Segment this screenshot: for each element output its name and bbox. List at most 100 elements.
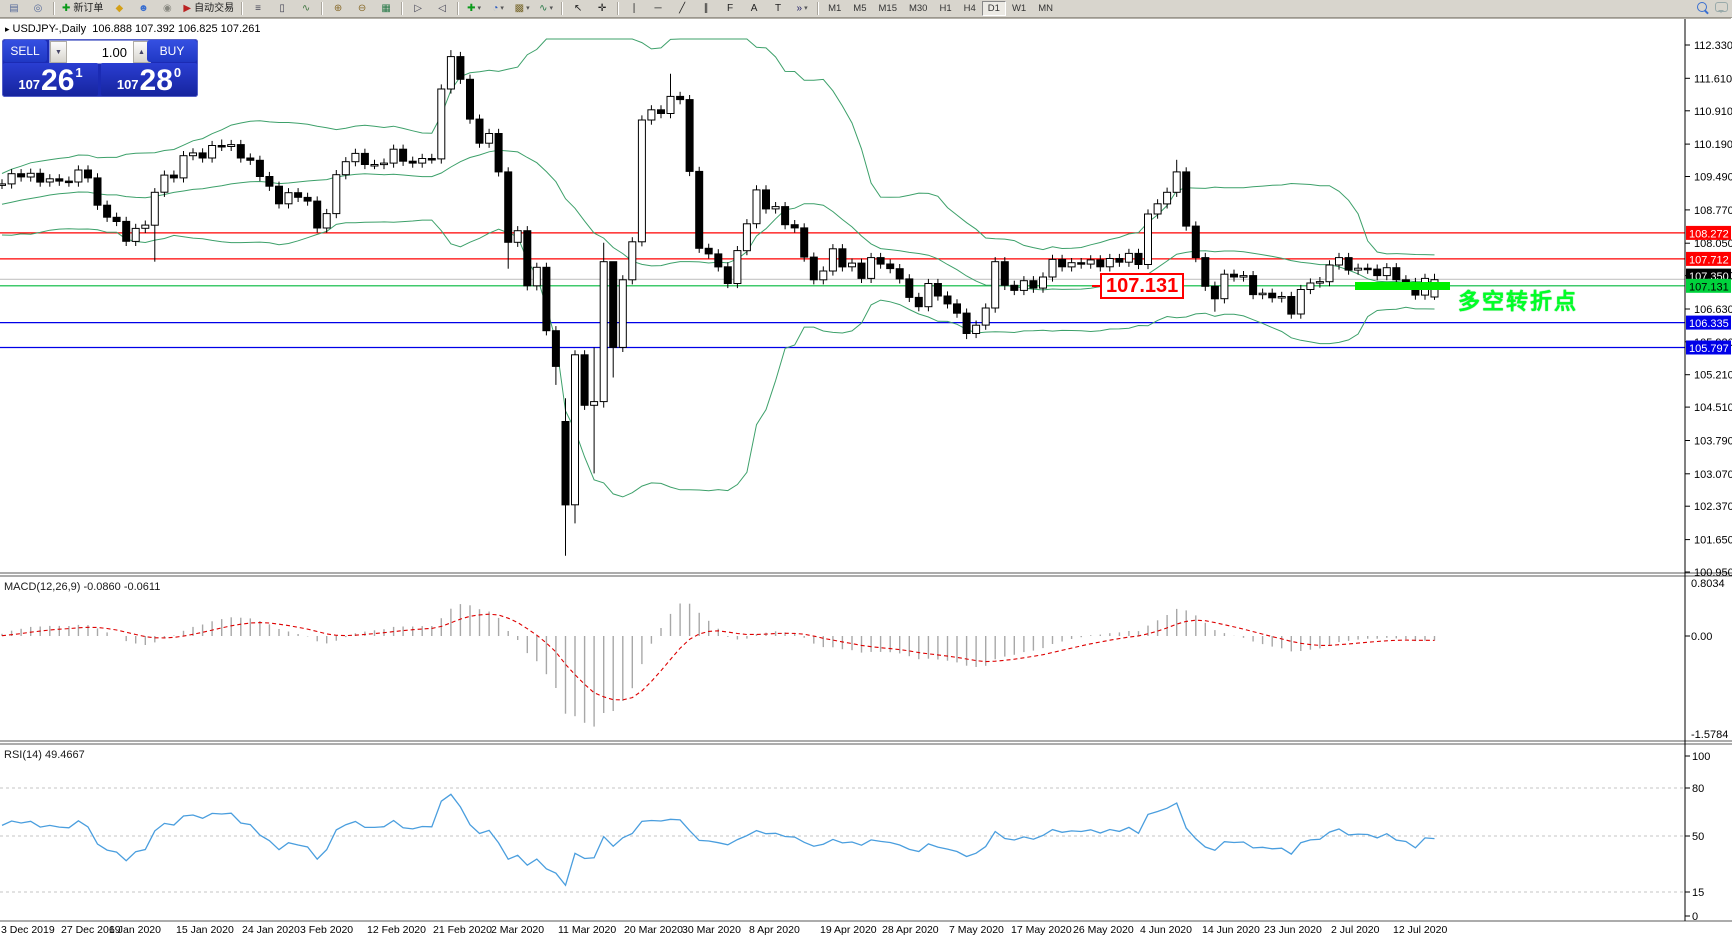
svg-text:-1.5784: -1.5784 [1691, 729, 1728, 741]
vertical-line-button[interactable]: ∣ [631, 2, 637, 14]
svg-text:107.712: 107.712 [1689, 254, 1729, 266]
svg-text:20 Mar 2020: 20 Mar 2020 [624, 924, 683, 936]
sell-price[interactable]: 107 26 1 [3, 63, 98, 96]
template-dropdown[interactable]: ▩ ▾ [514, 2, 530, 14]
timeframe-mn-button[interactable]: MN [1038, 3, 1053, 14]
zoom-in-button[interactable]: ⊕ [333, 2, 343, 14]
label-button[interactable]: T [775, 2, 782, 14]
rsi-panel[interactable] [0, 787, 1685, 893]
svg-text:110.190: 110.190 [1694, 139, 1732, 151]
buy-button[interactable]: BUY [147, 40, 197, 62]
svg-text:103.070: 103.070 [1694, 469, 1732, 481]
timeframe-h4-button[interactable]: H4 [963, 3, 976, 14]
volume-decrease-icon[interactable]: ▼ [50, 41, 67, 63]
svg-text:112.330: 112.330 [1694, 40, 1732, 52]
rsi-indicator-label: RSI(14) 49.4667 [4, 749, 85, 761]
new-chart-button[interactable]: ▤ [9, 2, 19, 14]
timeframe-m15-button[interactable]: M15 [878, 3, 897, 14]
svg-text:50: 50 [1692, 831, 1704, 843]
indicators-dropdown[interactable]: ∿ ▾ [539, 2, 554, 14]
price-callout-label[interactable]: 107.131 [1091, 272, 1185, 299]
pivot-annotation-text[interactable]: 多空转折点 [1458, 288, 1579, 314]
autotrade-button[interactable]: ▶ 自动交易 [183, 2, 235, 14]
horizontal-line-button[interactable]: ─ [654, 2, 662, 14]
svg-text:80: 80 [1692, 783, 1704, 795]
svg-text:7 May 2020: 7 May 2020 [949, 924, 1004, 936]
svg-text:106.630: 106.630 [1694, 304, 1732, 316]
macd-panel[interactable] [1, 603, 1436, 727]
timeframe-w1-button[interactable]: W1 [1011, 3, 1027, 14]
svg-text:0: 0 [1692, 911, 1698, 923]
chart-window[interactable]: 112.330 111.610 110.910 110.190 109.490 108.7… [0, 18, 1732, 942]
svg-text:21 Feb 2020: 21 Feb 2020 [433, 924, 492, 936]
chart-ohlc-values: 106.888 107.392 106.825 107.261 [92, 23, 261, 35]
chart-title: ▸ USDJPY-,Daily 106.888 107.392 106.825 1… [5, 23, 260, 35]
volume-value[interactable]: 1.00 [101, 44, 127, 60]
svg-text:24 Jan 2020: 24 Jan 2020 [242, 924, 300, 936]
zoom-out-button[interactable]: ⊖ [357, 2, 367, 14]
toolbar-separator [401, 2, 404, 15]
auto-scroll-button[interactable]: ▷ [414, 2, 422, 14]
svg-text:110.910: 110.910 [1694, 106, 1732, 118]
svg-text:102.370: 102.370 [1694, 501, 1732, 513]
sell-price-big: 26 [41, 64, 75, 97]
line-chart-button[interactable]: ∿ [301, 2, 311, 14]
period-dropdown[interactable]: ◔ ▾ [492, 2, 504, 14]
svg-text:6 Jan 2020: 6 Jan 2020 [109, 924, 161, 936]
signals-button[interactable]: ◉ [163, 2, 172, 14]
svg-text:108.272: 108.272 [1689, 228, 1729, 240]
community-button[interactable]: ☻ [138, 2, 149, 14]
timeframe-h1-button[interactable]: H1 [939, 3, 952, 14]
timeframe-d1-button[interactable]: D1 [981, 1, 1006, 16]
search-icon[interactable] [1697, 2, 1707, 12]
sell-price-prefix: 107 [18, 77, 41, 92]
bar-chart-button[interactable]: ≡ [255, 2, 262, 14]
sell-price-sup: 1 [75, 65, 83, 80]
sell-button[interactable]: SELL [3, 40, 47, 62]
timeframe-m1-button[interactable]: M1 [828, 3, 842, 14]
buy-price[interactable]: 107 28 0 [101, 63, 197, 96]
panel-separators[interactable] [0, 572, 1732, 922]
chat-icon[interactable] [1715, 2, 1728, 13]
macd-signal-line [1, 613, 1435, 701]
channel-button[interactable]: ∥ [703, 2, 709, 14]
trendline-button[interactable]: ╱ [679, 2, 686, 14]
support-highlight-bar[interactable] [1355, 281, 1450, 290]
cursor-button[interactable]: ↖ [573, 2, 583, 14]
svg-text:104.510: 104.510 [1694, 402, 1732, 414]
data-window-button[interactable]: ◎ [33, 2, 43, 14]
fibonacci-button[interactable]: F [727, 2, 734, 14]
svg-text:11 Mar 2020: 11 Mar 2020 [558, 924, 616, 936]
price-chart-canvas[interactable]: 112.330 111.610 110.910 110.190 109.490 108.7… [0, 19, 1732, 942]
svg-text:100.950: 100.950 [1694, 567, 1732, 579]
new-order-button[interactable]: ✚ 新订单 [62, 2, 104, 14]
svg-text:101.650: 101.650 [1694, 535, 1732, 547]
svg-text:111.610: 111.610 [1694, 73, 1732, 85]
history-center-button[interactable]: ◆ [115, 2, 124, 14]
svg-text:14 Jun 2020: 14 Jun 2020 [1202, 924, 1260, 936]
svg-text:15 Jan 2020: 15 Jan 2020 [176, 924, 234, 936]
candlestick-chart-button[interactable]: ▯ [279, 2, 285, 14]
toolbar-separator [817, 2, 820, 15]
timeframe-m5-button[interactable]: M5 [853, 3, 867, 14]
svg-text:105.210: 105.210 [1694, 370, 1732, 382]
svg-text:0.00: 0.00 [1691, 631, 1712, 643]
text-button[interactable]: A [750, 2, 758, 14]
svg-text:108.770: 108.770 [1694, 205, 1732, 217]
toolbar-separator [241, 2, 244, 15]
svg-text:106.335: 106.335 [1689, 318, 1729, 330]
crosshair-button[interactable]: ✛ [597, 2, 607, 14]
horizontal-level-lines[interactable] [0, 232, 1685, 349]
volume-stepper[interactable]: ▼ 1.00 ▲ [49, 40, 151, 64]
price-axis[interactable]: 112.330 111.610 110.910 110.190 109.490 108.7… [1684, 19, 1732, 923]
chart-shift-button[interactable]: ◁ [438, 2, 446, 14]
svg-text:12 Feb 2020: 12 Feb 2020 [367, 924, 426, 936]
symbol-arrow-icon: ▸ [5, 24, 10, 34]
new-chart-dropdown[interactable]: ✚ ▾ [467, 2, 482, 14]
timeframe-m30-button[interactable]: M30 [908, 3, 928, 14]
tile-windows-button[interactable]: ▦ [381, 2, 391, 14]
toolbar-separator [321, 2, 324, 15]
buy-price-sup: 0 [173, 65, 182, 80]
arrows-dropdown[interactable]: » ▾ [796, 2, 808, 14]
